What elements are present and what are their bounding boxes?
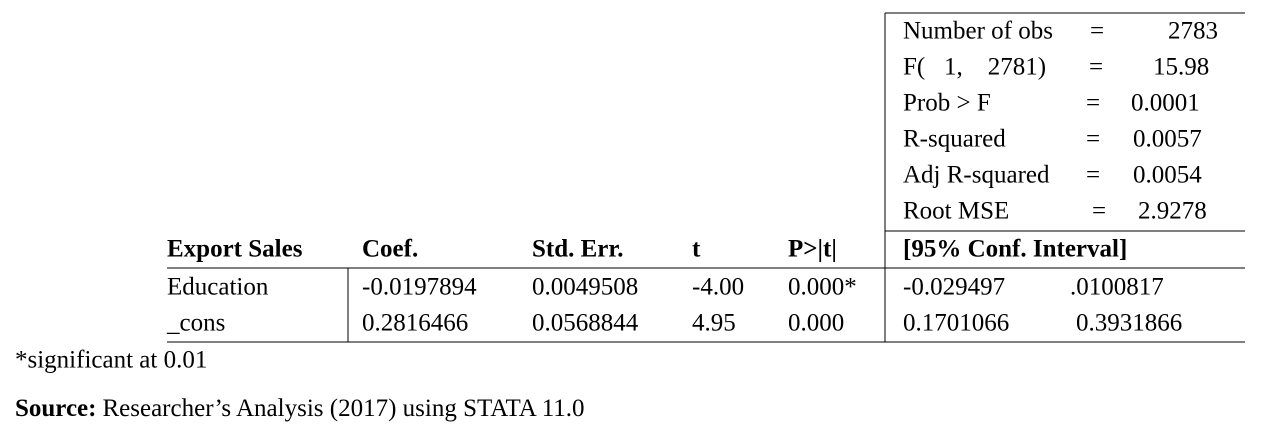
header-cell: [95% Conf. Interval] (903, 236, 1127, 263)
cell: -4.00 (692, 274, 744, 301)
header-cell: Coef. (362, 236, 418, 263)
stat-label: R-squared (903, 126, 1006, 153)
stat-label: Number of obs (903, 18, 1053, 45)
stat-label: F( 1, 2781) (903, 54, 1046, 81)
header-cell: Std. Err. (532, 236, 623, 263)
source-label: Source: (15, 395, 96, 422)
stat-value: 0.0057 (1133, 126, 1202, 153)
header-cell: t (692, 236, 701, 263)
stat-label: Root MSE (903, 198, 1009, 225)
stat-label: Prob > F (903, 90, 991, 117)
cell: 0.0568844 (532, 310, 639, 337)
stat-equals: = (1090, 18, 1104, 45)
cell: -0.0197894 (362, 274, 477, 301)
cell: 0.3931866 (1076, 310, 1182, 337)
footnote: *significant at 0.01 (15, 347, 207, 374)
cell: 0.0049508 (532, 274, 638, 301)
cell: 4.95 (692, 310, 736, 337)
stat-equals: = (1086, 90, 1100, 117)
cell: 0.2816466 (362, 310, 468, 337)
cell: 0.000 (788, 310, 844, 337)
cell: -0.029497 (903, 274, 1005, 301)
stat-value: 2783 (1168, 18, 1218, 45)
stat-equals: = (1089, 54, 1103, 81)
cell: Education (167, 274, 269, 301)
stat-value: 15.98 (1153, 54, 1209, 81)
cell: _cons (166, 310, 225, 337)
cell: 0.1701066 (903, 310, 1009, 337)
cell: 0.000* (788, 274, 857, 301)
stat-value: 0.0054 (1133, 162, 1202, 189)
stat-value: 2.9278 (1138, 198, 1207, 225)
cell: .0100817 (1070, 274, 1164, 301)
stat-equals: = (1092, 198, 1106, 225)
stat-value: 0.0001 (1131, 90, 1200, 117)
stat-label: Adj R-squared (903, 162, 1050, 189)
stat-equals: = (1086, 126, 1100, 153)
source: Source: Researcher’s Analysis (2017) usin… (15, 395, 585, 422)
header-cell: Export Sales (167, 236, 303, 263)
stat-equals: = (1086, 162, 1100, 189)
source-text: Researcher’s Analysis (2017) using STATA… (102, 395, 584, 422)
header-cell: P>|t| (788, 236, 837, 263)
